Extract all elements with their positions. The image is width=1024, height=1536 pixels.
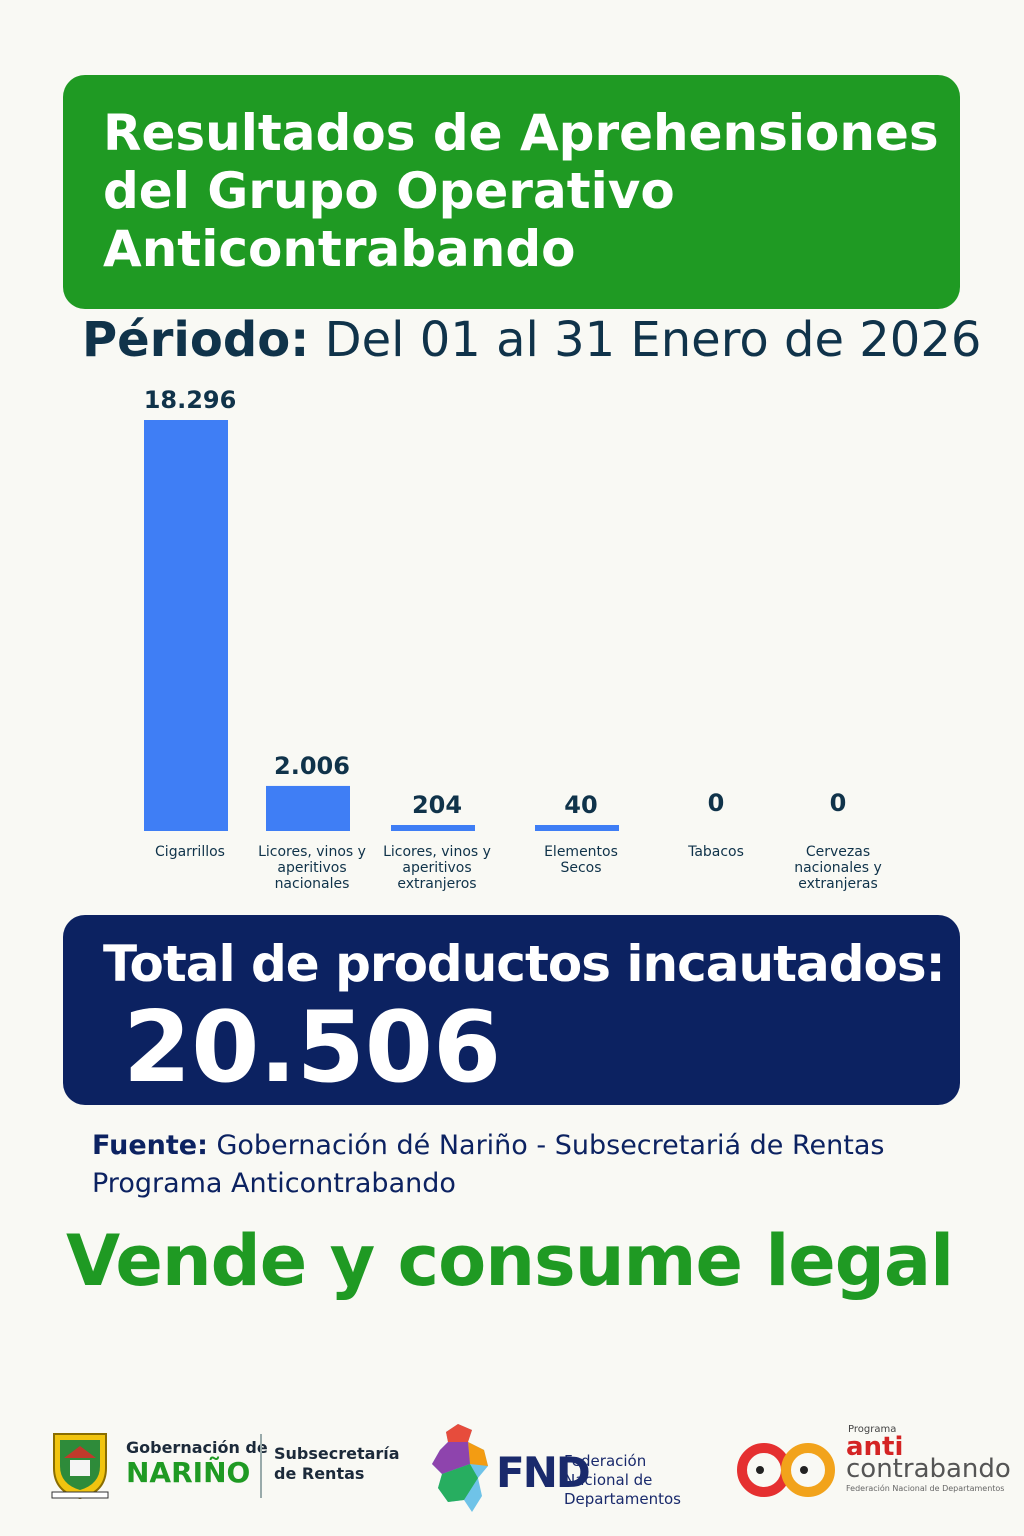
subsec-line-1: Subsecretaría <box>274 1444 400 1463</box>
bar-1 <box>266 785 350 831</box>
category-label-5-2: extranjeras <box>798 876 877 892</box>
total-value: 20.506 <box>123 991 502 1105</box>
period-label: Périodo: <box>82 312 310 368</box>
anti-word: anti <box>846 1432 904 1462</box>
source-subsecretaria: Subsecretariá de Rentas <box>554 1130 885 1161</box>
period-line: Périodo: Del 01 al 31 Enero de 2026 <box>82 312 982 368</box>
anticontrabando-logo: Programa anti contrabando Federación Nac… <box>736 1424 1011 1510</box>
bar-3 <box>535 825 619 831</box>
category-label-1-2: nacionales <box>275 876 350 892</box>
category-label-1-0: Licores, vinos y <box>258 844 366 860</box>
value-label-2: 204 <box>412 791 462 819</box>
fnd-letters: FND <box>496 1448 591 1497</box>
category-label-4-0: Tabacos <box>687 844 744 860</box>
category-label-5-1: nacionales y <box>794 860 882 876</box>
category-label-1-1: aperitivos <box>277 860 346 876</box>
narino-shield-icon <box>51 1433 109 1500</box>
source-note: Fuente: Gobernación dé Nariño - Subsecre… <box>92 1127 972 1203</box>
fnd-line-2: Departamentos <box>564 1490 681 1508</box>
value-label-0: 18.296 <box>144 386 237 414</box>
category-label-5-0: Cervezas <box>806 844 870 860</box>
fnd-logo: FND Federación Nacional de Departamentos <box>428 1420 698 1520</box>
gob-line-1: Gobernación de <box>126 1438 268 1457</box>
period-value: Del 01 al 31 Enero de 2026 <box>324 312 982 368</box>
bar-0 <box>144 420 228 831</box>
anticontrabando-rings-icon <box>737 1443 835 1497</box>
title-banner: Resultados de Aprehensiones del Grupo Op… <box>63 75 960 309</box>
contrabando-word: contrabando <box>846 1454 1011 1484</box>
value-label-3: 40 <box>564 791 597 819</box>
title-line-3: Anticontrabando <box>103 220 576 278</box>
value-label-1: 2.006 <box>274 752 350 780</box>
category-label-3-0: Elementos <box>544 844 618 860</box>
total-banner: Total de productos incautados: 20.506 <box>63 915 960 1105</box>
source-text: Gobernación dé Nariño - <box>216 1130 555 1161</box>
bar-chart: 18.296 Cigarrillos 2.006 Licores, vinos y ap… <box>0 370 1024 910</box>
source-line-2: Programa Anticontrabando <box>92 1168 456 1199</box>
narino-logo: Gobernación de NARIÑO Subsecretaría de R… <box>48 1430 400 1510</box>
category-label-2-0: Licores, vinos y <box>383 844 491 860</box>
bar-2 <box>391 825 475 831</box>
value-label-5: 0 <box>830 789 847 817</box>
category-label-2-2: extranjeros <box>397 876 476 892</box>
colombia-map-icon <box>432 1424 488 1512</box>
fnd-line-1: Federación Nacional de <box>564 1452 653 1489</box>
slogan: Vende y consume legal <box>66 1220 954 1302</box>
category-label-2-1: aperitivos <box>402 860 471 876</box>
title-line-2: del Grupo Operativo <box>103 162 675 220</box>
subsec-line-2: de Rentas <box>274 1464 365 1483</box>
subsecretaria-logo-text: Subsecretaría de Rentas <box>274 1444 400 1484</box>
source-label: Fuente: <box>92 1130 208 1161</box>
value-label-4: 0 <box>708 789 725 817</box>
fnd-name: Federación Nacional de Departamentos <box>564 1452 698 1509</box>
logo-divider <box>260 1434 262 1498</box>
anti-federacion: Federación Nacional de Departamentos <box>846 1484 1005 1493</box>
total-label: Total de productos incautados: <box>103 935 946 993</box>
category-label-3-1: Secos <box>560 860 601 876</box>
gob-line-2: NARIÑO <box>126 1456 251 1489</box>
anti-programa: Programa <box>848 1424 897 1435</box>
footer-logos: Gobernación de NARIÑO Subsecretaría de R… <box>0 1410 1024 1530</box>
title-line-1: Resultados de Aprehensiones <box>103 104 939 162</box>
category-label-0-0: Cigarrillos <box>155 844 225 860</box>
